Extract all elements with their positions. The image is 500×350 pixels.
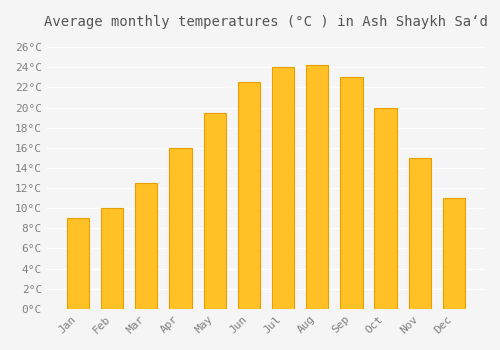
Bar bbox=[204, 113, 226, 309]
Bar bbox=[443, 198, 465, 309]
Bar bbox=[101, 208, 123, 309]
Bar bbox=[408, 158, 431, 309]
Title: Average monthly temperatures (°C ) in Ash Shaykh Sa‘d: Average monthly temperatures (°C ) in As… bbox=[44, 15, 488, 29]
Bar bbox=[306, 65, 328, 309]
Bar bbox=[340, 77, 362, 309]
Bar bbox=[67, 218, 89, 309]
Bar bbox=[272, 67, 294, 309]
Bar bbox=[170, 148, 192, 309]
Bar bbox=[135, 183, 158, 309]
Bar bbox=[238, 82, 260, 309]
Bar bbox=[374, 107, 396, 309]
